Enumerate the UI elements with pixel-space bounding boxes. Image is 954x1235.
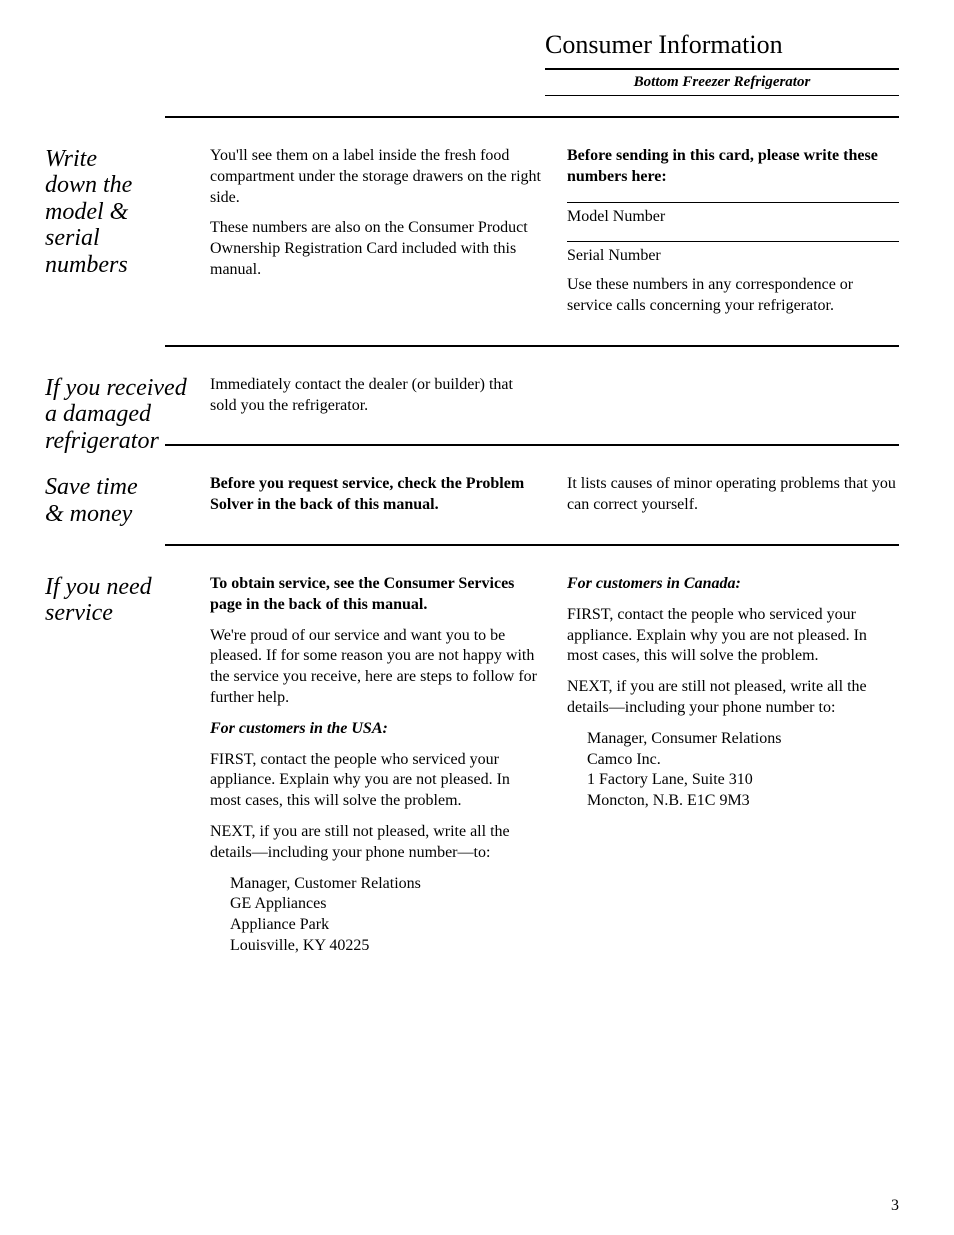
body-text-bold: Before sending in this card, please writ… — [567, 146, 899, 188]
page-number: 3 — [891, 1197, 899, 1215]
section-save-time: Save time& money Before you request serv… — [165, 444, 899, 544]
section-right-col: It lists causes of minor operating probl… — [567, 474, 899, 516]
address-canada: Manager, Consumer Relations Camco Inc. 1… — [567, 729, 899, 812]
section-heading: If you need service — [45, 574, 200, 627]
address-line: Camco Inc. — [587, 750, 899, 771]
header-rule-bottom — [545, 95, 899, 96]
body-text: These numbers are also on the Consumer P… — [210, 218, 542, 280]
body-text: It lists causes of minor operating probl… — [567, 474, 899, 516]
section-right-col — [567, 375, 899, 417]
body-text: We're proud of our service and want you … — [210, 626, 542, 709]
address-line: Manager, Consumer Relations — [587, 729, 899, 750]
address-usa: Manager, Customer Relations GE Appliance… — [210, 874, 542, 957]
address-line: Moncton, N.B. E1C 9M3 — [587, 791, 899, 812]
section-damaged: If you received a damaged refrigerator I… — [165, 345, 899, 445]
body-text: You'll see them on a label inside the fr… — [210, 146, 542, 208]
section-left-col: Before you request service, check the Pr… — [210, 474, 542, 516]
body-text: Use these numbers in any correspondence … — [567, 275, 899, 317]
subheading-usa: For customers in the USA: — [210, 719, 542, 740]
address-line: 1 Factory Lane, Suite 310 — [587, 770, 899, 791]
body-text-bold: To obtain service, see the Consumer Serv… — [210, 574, 542, 616]
body-text-bold: Before you request service, check the Pr… — [210, 474, 542, 516]
body-text: NEXT, if you are still not pleased, writ… — [210, 822, 542, 864]
body-text: NEXT, if you are still not pleased, writ… — [567, 677, 899, 719]
body-text: FIRST, contact the people who serviced y… — [567, 605, 899, 667]
body-text: Immediately contact the dealer (or build… — [210, 375, 542, 417]
section-heading: Save time& money — [45, 474, 200, 527]
section-left-col: Immediately contact the dealer (or build… — [210, 375, 542, 417]
page-title: Consumer Information — [545, 30, 899, 60]
address-line: Louisville, KY 40225 — [230, 936, 542, 957]
address-line: Appliance Park — [230, 915, 542, 936]
page-subtitle: Bottom Freezer Refrigerator — [545, 74, 899, 91]
field-label-serial: Serial Number — [567, 246, 899, 267]
section-left-col: You'll see them on a label inside the fr… — [210, 146, 542, 317]
subheading-canada: For customers in Canada: — [567, 574, 899, 595]
field-line — [567, 202, 899, 203]
section-left-col: To obtain service, see the Consumer Serv… — [210, 574, 542, 957]
address-line: GE Appliances — [230, 894, 542, 915]
section-model-serial: Writedown themodel &serialnumbers You'll… — [165, 116, 899, 345]
section-service: If you need service To obtain service, s… — [165, 544, 899, 985]
address-line: Manager, Customer Relations — [230, 874, 542, 895]
field-line — [567, 241, 899, 242]
section-heading: If you received a damaged refrigerator — [45, 375, 200, 454]
section-right-col: For customers in Canada: FIRST, contact … — [567, 574, 899, 957]
section-heading: Writedown themodel &serialnumbers — [45, 146, 200, 278]
header-rule-top — [545, 68, 899, 70]
section-right-col: Before sending in this card, please writ… — [567, 146, 899, 317]
field-label-model: Model Number — [567, 207, 899, 228]
body-text: FIRST, contact the people who serviced y… — [210, 750, 542, 812]
